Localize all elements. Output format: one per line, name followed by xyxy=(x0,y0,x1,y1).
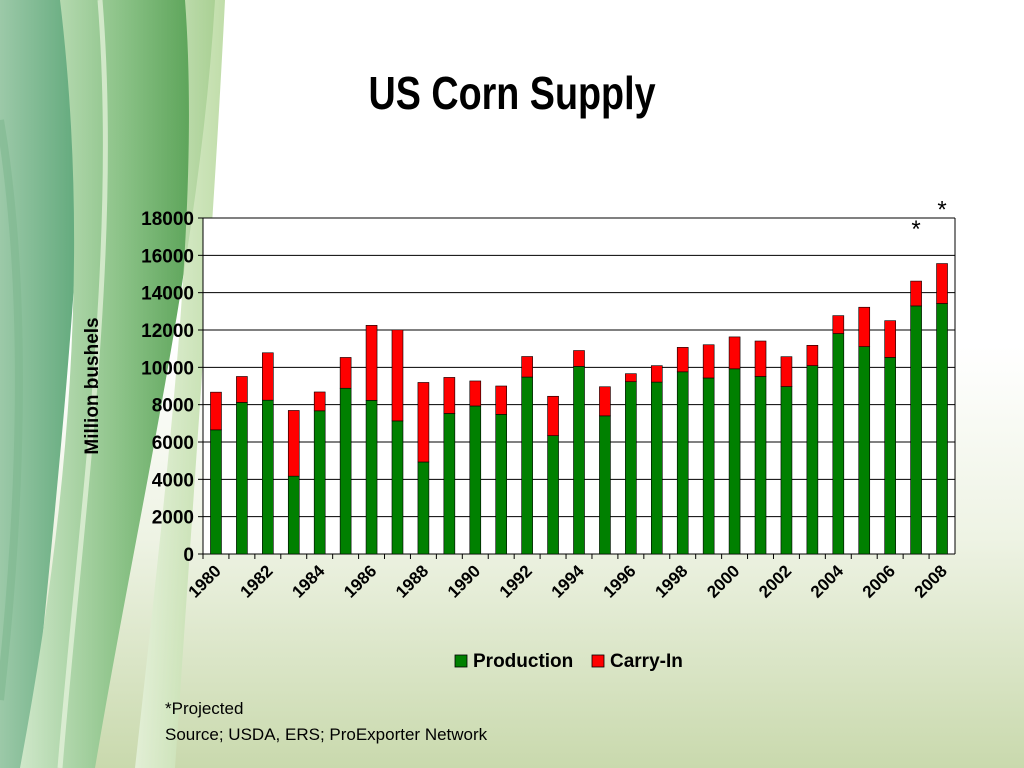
x-tick-label: 1998 xyxy=(651,561,691,601)
legend: Production Carry-In xyxy=(454,651,683,672)
x-tick-label: 1990 xyxy=(444,561,484,601)
bar-production xyxy=(910,305,922,555)
bar-production xyxy=(210,429,222,555)
bar-production xyxy=(365,400,378,555)
bar-production xyxy=(443,413,456,555)
bar-production xyxy=(417,461,430,555)
bar-carry-in xyxy=(339,357,352,389)
projected-asterisk: * xyxy=(911,216,920,243)
bar-carry-in xyxy=(287,410,300,477)
x-tick-label: 2002 xyxy=(755,561,795,601)
bar-production xyxy=(884,357,896,555)
y-tick-label: 16000 xyxy=(141,246,194,267)
bar-carry-in xyxy=(858,306,871,347)
bar-production xyxy=(936,303,948,555)
bar-carry-in xyxy=(391,329,404,422)
bar-production xyxy=(495,414,508,555)
bar-carry-in xyxy=(210,391,222,431)
legend-label: Carry-In xyxy=(610,651,683,672)
y-tick-label: 18000 xyxy=(141,209,194,230)
bar-production xyxy=(625,381,637,555)
bar-carry-in xyxy=(599,386,611,417)
bar-production xyxy=(832,333,845,555)
y-tick-label: 4000 xyxy=(152,470,194,491)
bar-production xyxy=(676,371,689,555)
bar-carry-in xyxy=(313,391,326,412)
x-tick-label: 2006 xyxy=(859,561,899,601)
bar-carry-in xyxy=(910,280,922,307)
x-tick-label: 1982 xyxy=(236,561,276,601)
bar-production xyxy=(573,366,585,555)
bar-carry-in xyxy=(365,325,378,401)
bar-production xyxy=(547,435,559,555)
y-tick-label: 0 xyxy=(183,545,194,566)
y-tick-label: 14000 xyxy=(141,284,194,305)
bar-production xyxy=(287,475,300,555)
x-tick-label: 1986 xyxy=(340,561,380,601)
legend-swatch xyxy=(454,654,468,668)
bar-carry-in xyxy=(754,340,767,377)
y-tick-label: 10000 xyxy=(141,358,194,379)
bar-carry-in xyxy=(806,345,819,366)
footnote-source: Source; USDA, ERS; ProExporter Network xyxy=(165,725,488,744)
bar-carry-in xyxy=(547,395,559,436)
bar-production xyxy=(858,346,871,555)
x-tick-label: 2008 xyxy=(911,561,951,601)
bar-production xyxy=(780,386,793,555)
bar-production xyxy=(754,376,767,555)
bar-production xyxy=(236,402,248,555)
x-tick-label: 1994 xyxy=(548,561,589,602)
bar-production xyxy=(262,399,274,555)
bar-carry-in xyxy=(650,365,663,383)
x-tick-label: 1984 xyxy=(288,561,329,602)
bar-production xyxy=(599,415,611,555)
y-tick-label: 2000 xyxy=(152,508,194,529)
bar-carry-in xyxy=(573,350,585,367)
bar-carry-in xyxy=(936,263,948,304)
bar-carry-in xyxy=(495,385,508,415)
bar-production xyxy=(313,410,326,555)
bar-production xyxy=(521,376,533,555)
bar-carry-in xyxy=(262,352,274,401)
bar-carry-in xyxy=(728,336,741,370)
y-tick-label: 8000 xyxy=(152,396,194,417)
y-axis-title: Million bushels xyxy=(82,317,103,454)
x-tick-label: 2004 xyxy=(807,561,848,602)
bar-carry-in xyxy=(417,382,430,463)
bar-carry-in xyxy=(469,380,482,407)
bar-carry-in xyxy=(884,320,896,358)
projected-asterisk: * xyxy=(937,197,946,224)
bar-production xyxy=(728,368,741,555)
bar-carry-in xyxy=(521,356,533,378)
bar-production xyxy=(650,381,663,555)
bar-production xyxy=(806,365,819,555)
bar-carry-in xyxy=(702,344,715,379)
corn-leaves-decoration xyxy=(0,0,225,768)
legend-swatch xyxy=(591,654,605,668)
bar-carry-in xyxy=(832,315,845,334)
page-title: US Corn Supply xyxy=(368,67,656,119)
x-tick-label: 1980 xyxy=(185,561,225,601)
x-tick-label: 2000 xyxy=(703,561,743,601)
bar-production xyxy=(391,420,404,555)
y-tick-label: 12000 xyxy=(141,321,194,342)
bar-production xyxy=(339,387,352,555)
bar-carry-in xyxy=(236,376,248,403)
bar-production xyxy=(469,405,482,555)
bar-production xyxy=(702,377,715,555)
x-tick-label: 1992 xyxy=(496,561,536,601)
footnote-projected: *Projected xyxy=(165,699,244,718)
x-tick-label: 1988 xyxy=(392,561,432,601)
bar-carry-in xyxy=(625,373,637,383)
bar-carry-in xyxy=(780,356,793,387)
y-tick-label: 6000 xyxy=(152,433,194,454)
bar-carry-in xyxy=(676,347,689,373)
x-tick-label: 1996 xyxy=(600,561,640,601)
bar-carry-in xyxy=(443,377,456,414)
legend-label: Production xyxy=(473,651,573,672)
